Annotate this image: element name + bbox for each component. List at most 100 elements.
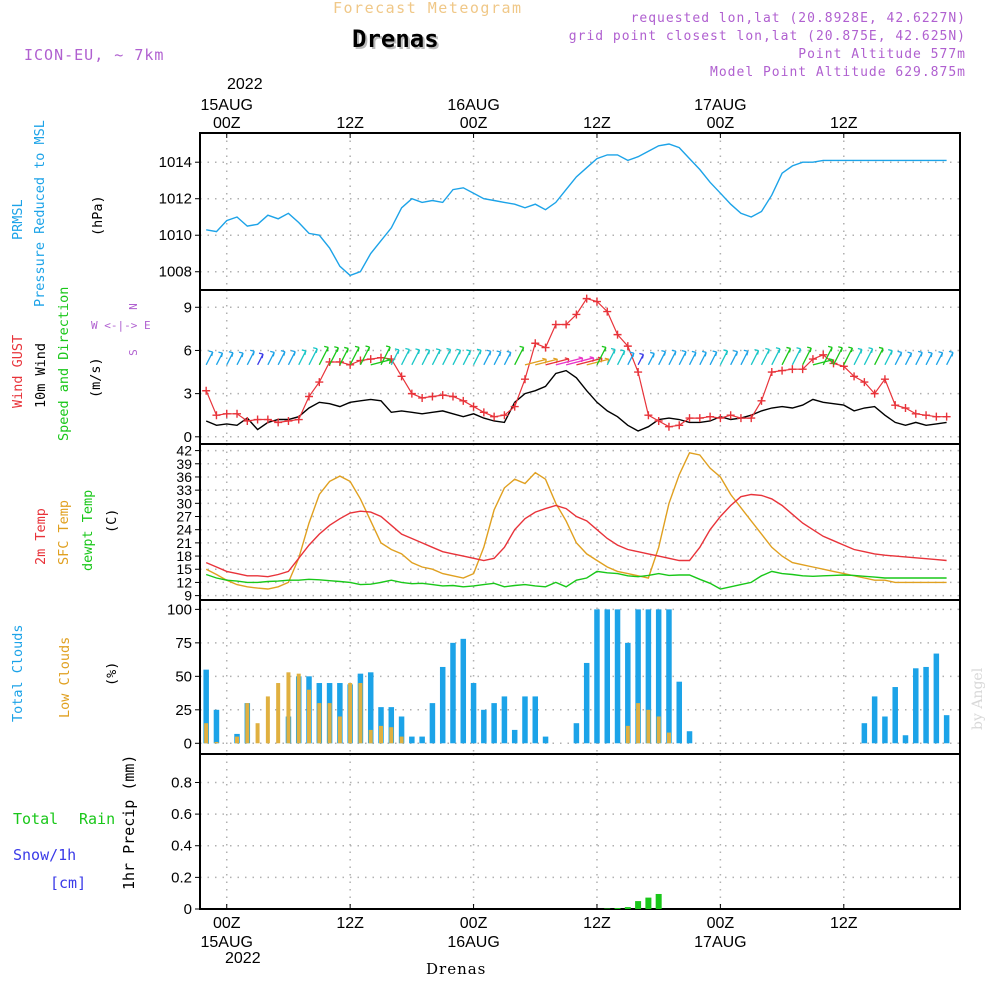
rain-label: Rain [79,810,115,828]
gust-marker [428,393,436,401]
wind10m-line [206,371,946,431]
time-label-top: 00Z [707,115,735,132]
low-clouds-bar [657,717,661,744]
total-clouds-bar [892,687,898,743]
precip-unit-label: 1hr Precip (mm) [120,755,138,890]
total-clouds-bar [440,667,446,743]
pressure-msl-label: Pressure Reduced to MSL [32,120,48,307]
gust-marker [315,378,323,386]
total-clouds-bar [605,609,611,743]
sfc-temp-label: SFC Temp [56,500,72,565]
wind-speed-direction-label: Speed and Direction [56,287,72,441]
gust-marker [367,355,375,363]
precip-bar [615,908,621,909]
dewpt-label: dewpt Temp [80,490,96,571]
gust-marker [675,421,683,429]
ytick-label-pressure: 1008 [159,264,192,281]
time-label-top: 12Z [583,115,611,132]
t2m-line [206,495,946,577]
gust-marker [459,397,467,405]
gust-marker [655,417,663,425]
ytick-label-clouds: 25 [175,702,192,719]
wind-direction-arrow [381,347,390,365]
ytick-label-wind: 6 [184,342,192,359]
compass-rose: W <-|-> E [91,319,151,332]
gust-marker [768,368,776,376]
snow-unit-label: [cm] [50,874,86,892]
time-label-bottom: 00Z [707,915,735,932]
snow-label: Snow/1h [13,846,76,864]
grid-point-coords: grid point closest lon,lat (20.875E, 42.… [569,29,966,44]
total-clouds-bar [944,715,950,743]
total-clouds-bar [615,609,621,743]
ytick-label-precip: 0.8 [171,774,192,791]
prmsl-label: PRMSL [10,199,26,240]
low-clouds-bar [389,727,393,743]
total-clouds-bar [584,663,590,743]
precip-bar [625,907,631,909]
low-clouds-bar [286,672,290,743]
low-clouds-bar [214,742,218,743]
gust-marker [552,321,560,329]
panel-frame-precip [200,754,960,909]
total-clouds-bar [409,737,415,744]
gust-marker [470,403,478,411]
time-label-bottom: 12Z [830,915,858,932]
low-clouds-bar [338,717,342,744]
requested-coords: requested lon,lat (20.8928E, 42.6227N) [631,11,966,26]
gust-marker [418,394,426,402]
ytick-label-temp: 42 [176,443,192,459]
clouds-unit-label: (%) [104,662,120,686]
total-clouds-bar [862,723,868,743]
wind-10m-label: 10m Wind [33,343,49,408]
total-clouds-bar [481,710,487,743]
date-label-bottom: 15AUG [201,934,253,951]
ytick-label-clouds: 0 [184,735,192,752]
total-clouds-bar [666,609,672,743]
gust-marker [542,344,550,352]
total-clouds-bar [687,731,693,743]
gust-marker [943,413,951,421]
total-clouds-bar [419,737,425,744]
total-clouds-bar [214,710,220,743]
gust-marker [737,414,745,422]
total-clouds-bar [594,609,600,743]
low-clouds-bar [276,683,280,743]
low-clouds-bar [256,723,260,743]
low-clouds-bar [328,703,332,743]
total-clouds-bar [450,643,456,743]
gust-marker [223,410,231,418]
time-label-bottom: 00Z [213,915,241,932]
time-label-top: 00Z [213,115,241,132]
total-clouds-bar [903,735,909,743]
low-clouds-bar [400,737,404,744]
compass-north: N [127,303,140,310]
time-label-bottom: 12Z [583,915,611,932]
time-label-top: 12Z [830,115,858,132]
panel-frame-pressure [200,133,960,290]
total-clouds-bar [533,696,539,743]
total-clouds-bar [471,683,477,743]
precip-bar [645,898,651,909]
low-clouds-label: Low Clouds [57,637,73,718]
precip-bar [635,901,641,909]
low-clouds-bar [307,690,311,744]
time-label-bottom: 12Z [336,915,364,932]
gust-marker [480,408,488,416]
gust-marker [644,411,652,419]
gust-marker [912,410,920,418]
total-clouds-bar [574,723,580,743]
ytick-label-precip: 0.2 [171,869,192,886]
ytick-label-precip: 0.4 [171,838,192,855]
ytick-label-precip: 0 [184,901,192,918]
gust-marker [634,368,642,376]
compass-south: S [127,349,140,356]
ytick-label-wind: 3 [184,386,192,403]
pressure-unit-label: (hPa) [90,195,106,236]
wind-direction-arrow [360,347,369,365]
total-clouds-bar [461,639,467,743]
gust-marker [901,404,909,412]
gust-marker [696,414,704,422]
ytick-label-precip: 0.6 [171,806,192,823]
point-altitude: Point Altitude 577m [798,47,966,62]
